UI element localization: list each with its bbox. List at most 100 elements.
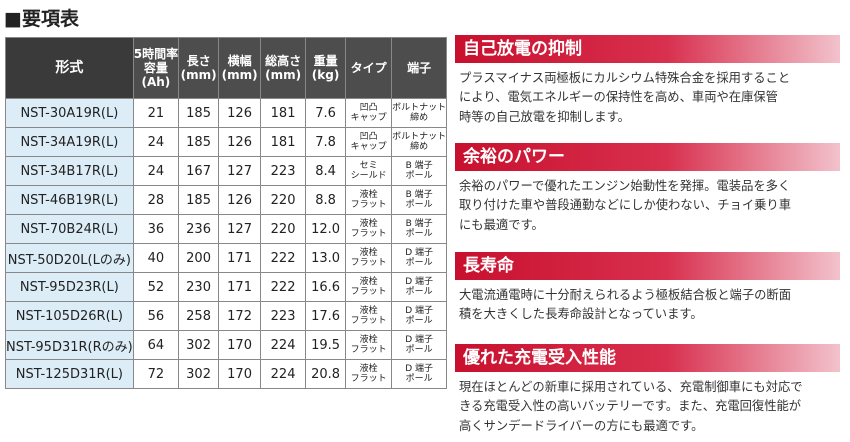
cell-line: 126 — [227, 105, 252, 121]
table-body: NST-30A19R(L) 21 185 126 181 7.6 凹凸 キャップ ボルトナット締… — [5, 98, 448, 389]
table-row: NST-34A19R(L) 24 185 126 181 7.8 凹凸 キャップ ボルトナット締… — [5, 127, 448, 157]
table-row: NST-95D23R(L) 52 230 171 222 16.6 液栓 フラット D 端子 ポー… — [5, 272, 448, 302]
spec-table: 形式 5時間率 容量 (Ah) 長さ (mm) 横幅 (mm) 総高さ (mm) 重量 (kg) タイプ… — [5, 37, 448, 389]
table-cell: D 端子 ポール — [391, 359, 448, 389]
table-cell: NST-34B17R(L) — [5, 156, 134, 186]
cell-line: 223 — [270, 163, 296, 179]
table-row: NST-30A19R(L) 21 185 126 181 7.6 凹凸 キャップ ボルトナット締… — [5, 98, 448, 128]
cell-line: ポール — [405, 287, 433, 297]
table-cell: 40 — [132, 243, 180, 273]
text-line: プラスマイナス両極板にカルシウム特殊合金を採用すること — [459, 71, 791, 85]
cell-line: 7.6 — [315, 105, 336, 121]
table-cell: 液栓 フラット — [345, 272, 393, 302]
cell-line: キャップ — [350, 142, 387, 152]
cell-line: 185 — [186, 105, 211, 121]
table-cell: 171 — [218, 243, 262, 273]
cell-line: 8.8 — [315, 192, 336, 208]
table-row: NST-70B24R(L) 36 236 127 220 12.0 液栓 フラット B 端子 ポー… — [5, 214, 448, 244]
table-cell: セミ シールド — [345, 156, 393, 186]
text-line: により、電気エネルギーの保持性を高め、車両や在庫保管 — [459, 90, 778, 105]
header-line: 総高さ — [265, 54, 302, 68]
section-text: 現在ほとんどの新車に採用されている、充電制御車にも対応で きる充電受入性の高いバッ… — [455, 378, 840, 436]
cell-line: 222 — [270, 250, 296, 266]
cell-line: フラット — [350, 316, 387, 326]
cell-line: 締め — [410, 142, 429, 152]
table-cell: 220 — [260, 214, 307, 244]
cell-line: 36 — [147, 221, 165, 237]
table-cell: B 端子 ポール — [391, 156, 448, 186]
cell-line: 171 — [227, 279, 252, 295]
text-line: 高くサンデードライバーの方にも最適です。 — [459, 418, 704, 433]
header-cell: 横幅 (mm) — [218, 37, 262, 99]
table-cell: 液栓 フラット — [345, 243, 393, 273]
text-line: 大電流通電時に十分耐えられるよう極板結合板と端子の断面 — [459, 288, 792, 302]
cell-line: 126 — [227, 134, 252, 150]
header-line: 重量 — [313, 54, 338, 68]
header-line: 形式 — [55, 60, 84, 76]
cell-line: 224 — [270, 366, 296, 382]
table-cell: 液栓 フラット — [345, 301, 393, 331]
cell-line: 185 — [186, 134, 211, 150]
section-title: 長寿命 — [455, 252, 840, 280]
cell-line: 64 — [147, 337, 165, 353]
cell-line: 172 — [227, 308, 252, 324]
table-cell: 12.0 — [305, 214, 347, 244]
table-cell: 126 — [218, 127, 262, 157]
cell-line: フラット — [350, 374, 387, 384]
cell-line: 液栓 — [359, 277, 378, 287]
table-cell: 36 — [132, 214, 180, 244]
table-cell: 28 — [132, 185, 180, 215]
feature-section: 自己放電の抑制プラスマイナス両極板にカルシウム特殊合金を採用すること により、電気… — [455, 35, 840, 127]
cell-line: B 端子 — [405, 190, 433, 200]
cell-line: 181 — [270, 105, 296, 121]
cell-line: 17.6 — [311, 308, 341, 324]
header-line: (mm) — [221, 68, 258, 82]
table-cell: 171 — [218, 272, 262, 302]
cell-line: キャップ — [350, 113, 387, 123]
cell-line: 56 — [147, 308, 165, 324]
table-cell: 52 — [132, 272, 180, 302]
cell-line: 液栓 — [359, 219, 378, 229]
section-title: 自己放電の抑制 — [455, 35, 840, 63]
table-cell: 8.4 — [305, 156, 347, 186]
header-line: 5時間率 — [133, 47, 179, 61]
table-cell: 液栓 フラット — [345, 359, 393, 389]
table-cell: NST-34A19R(L) — [5, 127, 134, 157]
cell-line: 凹凸 — [359, 132, 378, 142]
cell-line: ポール — [405, 345, 433, 355]
header-line: 端子 — [407, 61, 432, 75]
cell-line: 24 — [147, 134, 165, 150]
header-cell: 総高さ (mm) — [260, 37, 307, 99]
cell-line: 127 — [227, 163, 252, 179]
cell-line: NST-70B24R(L) — [20, 221, 119, 237]
cell-line: 28 — [147, 192, 165, 208]
table-cell: B 端子 ポール — [391, 214, 448, 244]
table-row: NST-46B19R(L) 28 185 126 220 8.8 液栓 フラット B 端子 ポール — [5, 185, 448, 215]
cell-line: 171 — [227, 250, 252, 266]
header-line: (mm) — [265, 68, 302, 82]
section-title: 余裕のパワー — [455, 143, 840, 171]
section-title: 優れた充電受入性能 — [455, 344, 840, 372]
table-cell: 200 — [178, 243, 220, 273]
header-line: タイプ — [350, 61, 387, 75]
table-cell: D 端子 ポール — [391, 272, 448, 302]
cell-line: B 端子 — [405, 161, 433, 171]
feature-section: 余裕のパワー 余裕のパワーで優れたエンジン始動性を発揮。電装品を多く 取り付けた車や… — [455, 143, 840, 235]
text-line: 時等の自己放電を抑制します。 — [459, 109, 630, 124]
cell-line: 13.0 — [311, 250, 341, 266]
table-cell: 230 — [178, 272, 220, 302]
table-cell: 7.8 — [305, 127, 347, 157]
text-line: 余裕のパワーで優れたエンジン始動性を発揮。電装品を多く — [459, 179, 791, 193]
cell-line: ボルトナット — [392, 132, 447, 142]
cell-line: 170 — [227, 337, 252, 353]
header-cell: 重量 (kg) — [305, 37, 347, 99]
table-cell: 224 — [260, 359, 307, 389]
table-cell: 222 — [260, 243, 307, 273]
cell-line: B 端子 — [405, 219, 433, 229]
cell-line: 258 — [186, 308, 211, 324]
table-cell: 167 — [178, 156, 220, 186]
table-cell: NST-105D26R(L) — [5, 301, 134, 331]
cell-line: 200 — [186, 250, 211, 266]
table-cell: 223 — [260, 301, 307, 331]
